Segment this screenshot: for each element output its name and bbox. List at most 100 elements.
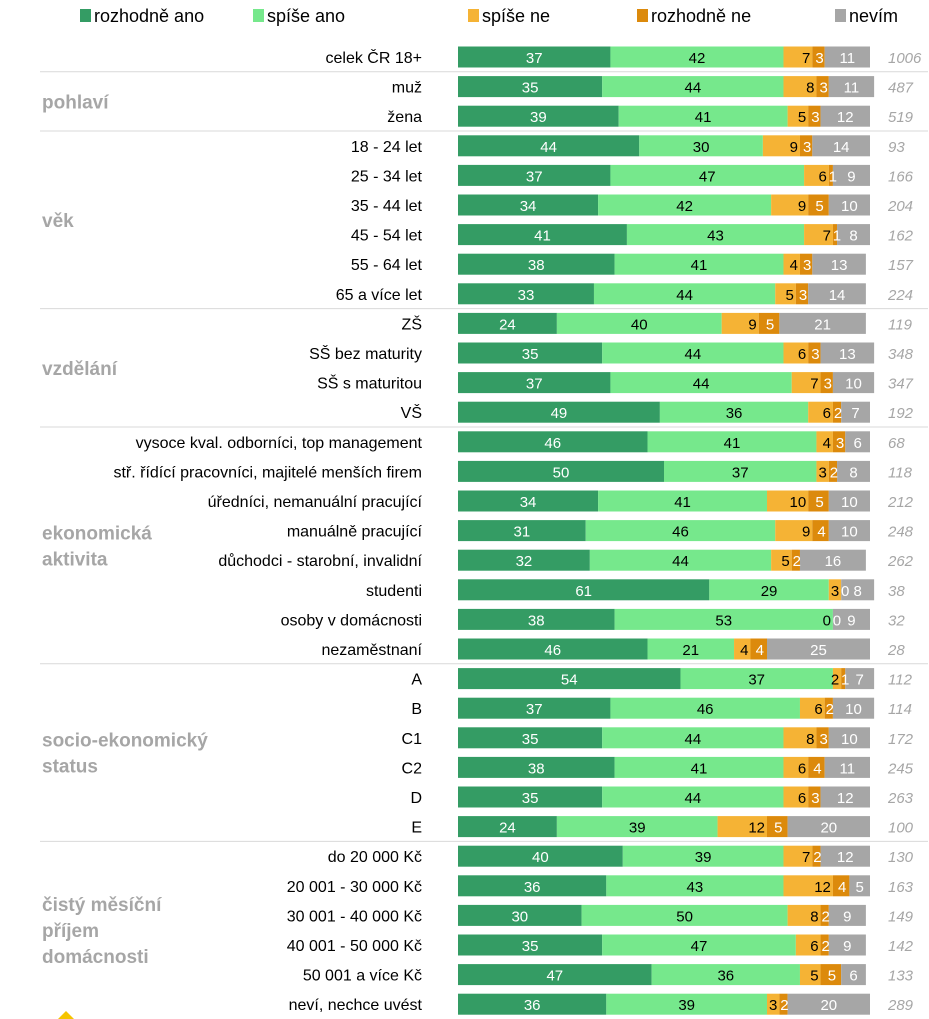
row-label: úředníci, nemanuální pracující	[208, 494, 423, 511]
data-label: 44	[684, 346, 701, 363]
data-label: 4	[823, 435, 831, 452]
bar-segment	[779, 312, 866, 334]
bar-segment	[820, 786, 870, 808]
data-label: 14	[833, 139, 850, 156]
data-label: 2	[830, 464, 838, 481]
bar-segment	[808, 401, 833, 423]
bar-segment	[659, 401, 809, 423]
data-label: 37	[748, 672, 765, 689]
data-label: 5	[774, 820, 782, 837]
bar-segment	[458, 845, 623, 867]
bar-segment	[828, 76, 875, 98]
data-label: 35	[522, 80, 539, 97]
data-label: 16	[825, 553, 842, 570]
bar-segment	[828, 164, 833, 186]
bar-segment	[626, 224, 805, 246]
bar-segment	[458, 342, 603, 364]
chart-row: E 24 39 12 5 20 100	[411, 816, 914, 838]
data-label: 5	[815, 494, 823, 511]
respondent-count: 1006	[888, 50, 922, 67]
bar-segment	[820, 904, 829, 926]
row-label: 50 001 a více Kč	[303, 968, 422, 985]
group-label-line: příjem	[42, 921, 99, 942]
bar-segment	[458, 164, 611, 186]
data-label: 37	[732, 464, 749, 481]
bar-segment	[787, 105, 809, 127]
bar-segment	[458, 993, 607, 1015]
bar-segment	[767, 638, 870, 660]
bar-segment	[651, 964, 800, 986]
data-label: 3	[811, 790, 819, 807]
respondent-count: 519	[888, 109, 914, 126]
bar-segment	[734, 638, 751, 660]
legend: rozhodně ano spíše ano spíše ne rozhodně ne…	[80, 6, 898, 26]
bar-segment	[787, 816, 870, 838]
bar-segment	[816, 460, 829, 482]
data-label: 4	[817, 524, 825, 541]
row-label: C1	[402, 731, 423, 748]
row-label: muž	[392, 80, 422, 97]
data-label: 4	[790, 257, 798, 274]
data-label: 11	[844, 80, 860, 97]
data-label: 20	[820, 997, 837, 1014]
data-label: 50	[676, 908, 693, 925]
bar-segment	[614, 253, 784, 275]
chart-row: manuálně pracující 31 46 9 4 10 248	[287, 520, 914, 542]
group-label-line: socio-ekonomický	[42, 731, 208, 752]
bar-segment	[812, 520, 829, 542]
data-label: 2	[834, 405, 842, 422]
legend-label: nevím	[849, 6, 898, 26]
data-label: 44	[693, 376, 710, 393]
bar-segment	[824, 756, 870, 778]
respondent-count: 28	[887, 642, 905, 659]
bar-segment	[458, 105, 619, 127]
group-separators	[40, 71, 928, 842]
data-label: 31	[514, 524, 531, 541]
respondent-count: 157	[888, 257, 914, 274]
data-label: 25	[810, 642, 827, 659]
data-label: 6	[853, 435, 861, 452]
bar-segment	[832, 372, 875, 394]
row-label: 65 a více let	[336, 287, 423, 304]
group-label: vzdělání	[42, 359, 118, 380]
chart-row: důchodci - starobní, invalidní 32 44 5 2 16 26…	[218, 549, 914, 571]
bar-segment	[458, 283, 594, 305]
data-label: 6	[810, 938, 818, 955]
row-label: 35 - 44 let	[351, 198, 423, 215]
bar-segment	[828, 490, 870, 512]
bar-segment	[791, 549, 800, 571]
data-label: 39	[695, 849, 712, 866]
bar-segment	[458, 786, 603, 808]
chart-row: 65 a více let 33 44 5 3 14 224	[336, 283, 913, 305]
data-label: 5	[766, 316, 774, 333]
bar-segment	[845, 668, 875, 690]
bar-segment	[808, 342, 821, 364]
respondent-count: 245	[887, 760, 914, 777]
data-label: 7	[856, 672, 864, 689]
bar-segment	[556, 816, 718, 838]
bar-segment	[750, 638, 767, 660]
bar-segment	[841, 579, 875, 601]
bar-segment	[783, 46, 813, 68]
bar-segment	[799, 549, 866, 571]
data-label: 46	[544, 435, 561, 452]
bar-segment	[799, 253, 813, 275]
bar-segment	[458, 520, 586, 542]
legend-label: rozhodně ne	[651, 6, 751, 26]
chart-row: 35 - 44 let 34 42 9 5 10 204	[351, 194, 913, 216]
data-label: 2	[831, 672, 839, 689]
bar-segment	[820, 934, 829, 956]
data-label: 3	[824, 376, 832, 393]
chart-row: VŠ 49 36 6 2 7 192	[401, 401, 914, 423]
row-label: žena	[387, 109, 422, 126]
data-label: 20	[820, 820, 837, 837]
bar-segment	[783, 756, 809, 778]
data-label: 44	[684, 80, 701, 97]
chart-row: vysoce kval. odborníci, top management 46…	[136, 431, 905, 453]
row-label: nezaměstnaní	[321, 642, 422, 659]
group-label-line: čistý měsíční	[42, 895, 162, 916]
data-label: 41	[724, 435, 741, 452]
bar-segment	[458, 816, 557, 838]
data-label: 35	[522, 346, 539, 363]
data-label: 6	[798, 790, 806, 807]
